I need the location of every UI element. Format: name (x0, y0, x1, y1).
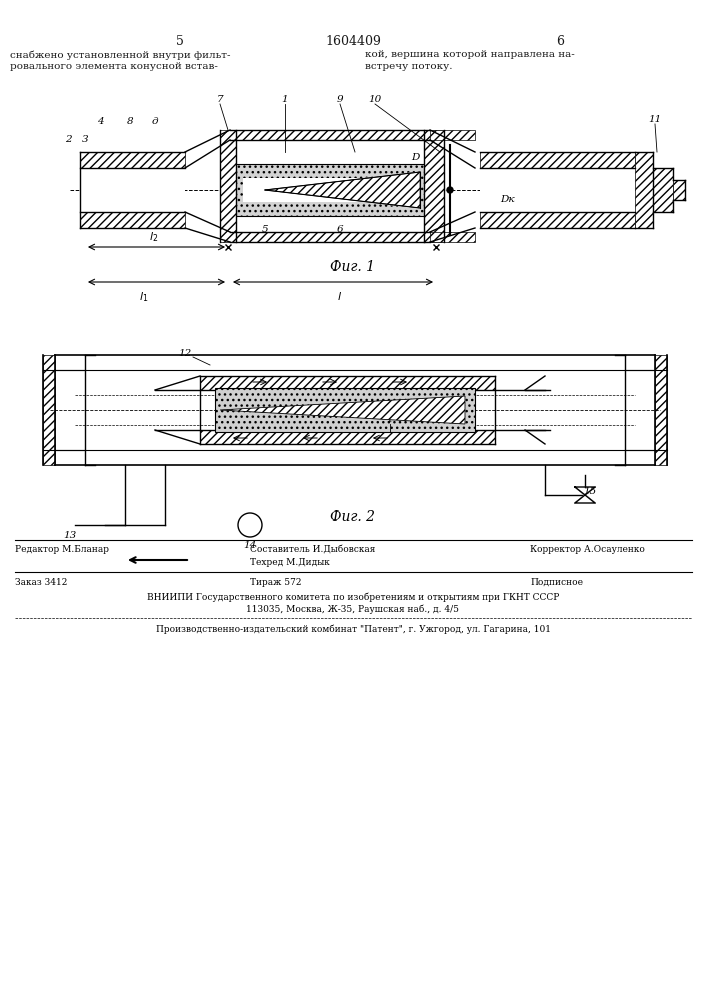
Bar (480, 212, 635, 228)
Polygon shape (265, 172, 420, 208)
Text: Составитель И.Дыбовская: Составитель И.Дыбовская (250, 545, 375, 554)
Bar (230, 130, 430, 140)
Bar (200, 376, 495, 390)
Text: Корректор А.Осауленко: Корректор А.Осауленко (530, 545, 645, 554)
Bar (230, 232, 430, 242)
Circle shape (238, 513, 262, 537)
Bar (424, 130, 444, 242)
Text: 14: 14 (243, 540, 257, 550)
Text: Заказ 3412: Заказ 3412 (15, 578, 67, 587)
Bar (243, 178, 417, 202)
Text: 1604409: 1604409 (325, 35, 381, 48)
Text: Фиг. 1: Фиг. 1 (330, 260, 375, 274)
Text: д: д (152, 117, 158, 126)
Bar (430, 130, 475, 140)
Text: 4: 4 (97, 117, 103, 126)
Text: 7: 7 (216, 96, 223, 104)
Text: 2: 2 (64, 135, 71, 144)
Text: $l_1$: $l_1$ (139, 290, 148, 304)
Text: 1: 1 (387, 416, 393, 424)
Bar (80, 168, 185, 212)
Bar (220, 130, 236, 242)
Text: 11: 11 (648, 115, 662, 124)
Text: 6: 6 (337, 226, 344, 234)
Bar (215, 388, 475, 432)
Text: 12: 12 (178, 349, 192, 358)
Text: снабжено установленной внутри фильт-: снабжено установленной внутри фильт- (10, 50, 230, 60)
Text: D: D (411, 152, 419, 161)
Text: 9: 9 (337, 96, 344, 104)
Text: 8: 8 (127, 117, 134, 126)
Bar (480, 168, 635, 212)
Polygon shape (220, 396, 465, 424)
Text: 113035, Москва, Ж-35, Раушская наб., д. 4/5: 113035, Москва, Ж-35, Раушская наб., д. … (247, 605, 460, 614)
Text: ВНИИПИ Государственного комитета по изобретениям и открытиям при ГКНТ СССР: ВНИИПИ Государственного комитета по изоб… (147, 592, 559, 601)
Text: 13: 13 (64, 530, 76, 540)
Bar (430, 232, 475, 242)
Text: Подписное: Подписное (530, 578, 583, 587)
Bar (653, 168, 673, 212)
Text: 5: 5 (262, 226, 269, 234)
Text: 10: 10 (368, 96, 382, 104)
Bar (80, 212, 185, 228)
Text: Фиг. 2: Фиг. 2 (330, 510, 375, 524)
Bar (480, 152, 635, 168)
Text: встречу потоку.: встречу потоку. (365, 62, 452, 71)
Polygon shape (265, 172, 420, 208)
Bar (635, 152, 653, 228)
Text: 15: 15 (583, 488, 597, 496)
Bar (235, 164, 425, 216)
Text: 5: 5 (176, 35, 184, 48)
Text: $l$: $l$ (337, 290, 342, 302)
Text: 6: 6 (556, 35, 564, 48)
Polygon shape (185, 130, 230, 168)
Bar (43, 355, 55, 465)
Text: кой, вершина которой направлена на-: кой, вершина которой направлена на- (365, 50, 575, 59)
Polygon shape (575, 487, 595, 503)
Text: Тираж 572: Тираж 572 (250, 578, 301, 587)
Text: Производственно-издательский комбинат "Патент", г. Ужгород, ул. Гагарина, 101: Производственно-издательский комбинат "П… (156, 624, 551, 634)
Text: Техред М.Дидык: Техред М.Дидык (250, 558, 329, 567)
Text: 1: 1 (281, 96, 288, 104)
Text: 3: 3 (82, 135, 88, 144)
Bar (200, 430, 495, 444)
Bar (655, 355, 667, 465)
Text: Dк: Dк (500, 196, 514, 205)
Text: ровального элемента конусной встав-: ровального элемента конусной встав- (10, 62, 218, 71)
Bar (80, 152, 185, 168)
Circle shape (447, 187, 453, 193)
Text: Редактор М.Бланар: Редактор М.Бланар (15, 545, 109, 554)
Text: $l_2$: $l_2$ (149, 230, 158, 244)
Bar (673, 180, 685, 200)
